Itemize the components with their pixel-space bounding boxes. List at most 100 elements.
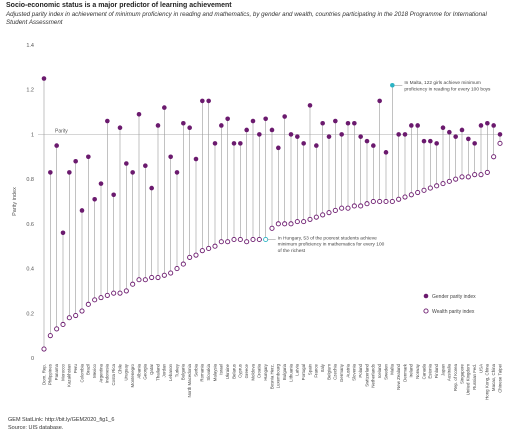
gender-point [250,118,256,124]
wealth-point [351,203,357,209]
x-tick-label: United Kingdom [466,364,471,396]
x-tick-label: Colombia [79,363,84,382]
gender-point [212,141,218,146]
wealth-point [358,203,364,209]
annotation-text: minimum proficiency in mathematics for e… [278,242,385,248]
x-tick-label: Australia [447,363,452,381]
x-tick-label: Italy [320,363,325,372]
wealth-point [275,221,281,227]
x-tick-label: Turkey [174,363,179,377]
gender-point [219,123,224,128]
gender-point [466,136,471,142]
x-tick-label: Japan [440,363,445,376]
gender-point [130,170,135,175]
gender-point [174,170,180,175]
x-tick-label: Portugal [301,364,306,380]
wealth-point [85,301,91,307]
gender-point [206,98,211,104]
wealth-point [174,266,180,272]
footer: GEM StatLink: http://bit.ly/GEM2020_fig1… [8,417,114,432]
x-tick-label: Qatar [149,363,154,375]
wealth-point [402,194,408,200]
wealth-point [187,254,193,260]
gender-point [453,134,458,139]
source-text: Source: UIS database. [8,424,64,431]
x-tick-label: New Zealand [396,363,401,389]
wealth-point [408,192,414,198]
x-tick-label: Chinese Taipei [497,364,502,393]
legend-gender-marker [423,293,429,299]
x-tick-label: Uruguay [124,363,129,380]
x-tick-label: Germany [339,363,344,382]
gender-point [447,129,452,135]
wealth-point [199,248,205,254]
wealth-point [123,288,129,294]
wealth-point [326,210,332,216]
gender-point [390,82,395,88]
legend-wealth-marker [423,308,429,314]
gender-point [295,134,300,139]
x-tick-label: Netherlands [371,363,376,387]
wealth-point [370,198,376,205]
x-tick-label: Bulgaria [282,363,287,380]
wealth-point [237,236,243,243]
gender-point [193,156,199,162]
x-tick-label: Croatia [257,363,262,378]
x-tick-label: Brazil [86,364,91,375]
gender-point [497,132,503,137]
wealth-point [206,245,212,251]
x-tick-label: Czechia [333,363,338,379]
x-tick-label: Sweden [383,363,388,379]
x-tick-label: Singapore [459,363,464,384]
x-tick-label: Malaysia [212,363,217,381]
x-tick-label: Serbia [193,363,198,376]
wealth-point [149,274,155,281]
x-tick-label: Peru [73,363,78,373]
wealth-point [54,326,60,332]
wealth-point [244,239,250,245]
gender-point [421,138,427,144]
wealth-point [307,216,313,222]
wealth-point [484,169,490,175]
wealth-point [136,277,142,283]
wealth-point [313,214,319,220]
x-tick-label: Costa Rica [111,363,116,385]
parity-label: Parity [55,128,68,134]
x-tick-label: Spain [307,363,312,375]
y-axis-label: Parity index [12,187,18,216]
gender-point [288,132,294,137]
wealth-point [73,312,79,319]
gender-point [276,145,281,151]
wealth-point [421,187,427,193]
x-tick-label: Ukraine [225,363,230,379]
x-tick-label: Dom. Rep. [41,364,46,385]
gender-point [105,118,110,124]
x-tick-label: Luxembourg [276,363,281,388]
x-tick-label: Bosnia Herz. [269,364,274,389]
gender-point [269,127,275,133]
x-tick-label: Iceland [377,363,382,378]
x-tick-label: Austria [345,363,350,377]
x-tick-label: Albania [136,363,141,378]
wealth-point [332,207,338,213]
gender-point [485,120,490,126]
y-tick-label: 0.8 [26,177,34,183]
x-tick-label: Estonia [428,363,433,378]
x-tick-label: Lithuania [288,363,293,381]
chart-title: Socio-economic status is a major predict… [6,2,232,9]
gender-point [440,125,446,131]
gender-point [326,134,332,139]
x-tick-label: Bulgaria [181,363,186,380]
wealth-point [383,198,389,205]
gender-point [181,120,186,126]
gender-point [478,123,484,128]
wealth-point [41,346,47,352]
wealth-point [92,297,98,303]
y-tick-label: 0.2 [26,311,34,317]
x-tick-label: Switzerland [364,363,369,386]
wealth-point [98,295,104,301]
gender-point [41,76,47,81]
wealth-point [180,261,186,267]
gender-point [491,123,496,128]
x-tick-label: Russian Fed. [472,364,477,390]
